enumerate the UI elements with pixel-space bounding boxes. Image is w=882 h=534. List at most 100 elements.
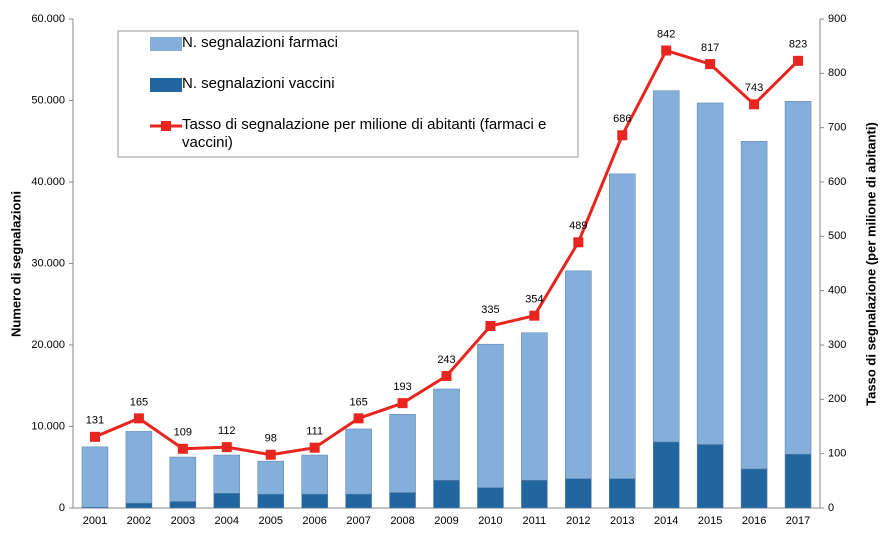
marker xyxy=(661,45,672,56)
bar xyxy=(125,431,153,504)
bar xyxy=(345,428,372,495)
x-tick-label: 2007 xyxy=(346,515,370,527)
bar xyxy=(565,270,592,479)
y2-tick-label: 300 xyxy=(828,339,846,351)
bar xyxy=(609,173,636,479)
x-tick-label: 2010 xyxy=(478,515,502,527)
data-label: 354 xyxy=(525,294,543,306)
legend-swatch xyxy=(150,78,182,92)
bar xyxy=(521,332,548,481)
data-label: 111 xyxy=(306,426,323,438)
bar xyxy=(81,446,109,508)
data-label: 165 xyxy=(130,396,148,408)
y2-tick-label: 900 xyxy=(828,13,846,25)
bar xyxy=(784,453,812,509)
bar xyxy=(389,414,416,493)
bar xyxy=(169,456,197,502)
marker xyxy=(705,59,716,70)
x-tick-label: 2003 xyxy=(171,515,195,527)
bar xyxy=(652,441,680,509)
data-label: 489 xyxy=(569,220,587,232)
bar xyxy=(609,478,636,509)
marker xyxy=(133,413,144,424)
legend-box xyxy=(117,30,579,158)
y-tick-label: 10.000 xyxy=(31,420,65,432)
legend-entry: N. segnalazioni farmaci xyxy=(182,34,338,51)
legend-swatch xyxy=(150,37,182,51)
x-tick-label: 2011 xyxy=(523,515,547,527)
marker xyxy=(397,398,408,409)
y-tick-label: 30.000 xyxy=(31,257,65,269)
data-label: 335 xyxy=(481,304,499,316)
bar xyxy=(433,388,460,481)
bar xyxy=(301,493,328,509)
legend-entry: N. segnalazioni vaccini xyxy=(182,75,335,92)
legend-label: N. segnalazioni vaccini xyxy=(182,75,335,92)
bar xyxy=(301,454,328,495)
y2-tick-label: 0 xyxy=(828,502,834,514)
bar xyxy=(477,487,504,509)
bar xyxy=(740,468,768,509)
x-tick-label: 2017 xyxy=(786,515,810,527)
data-label: 842 xyxy=(657,28,675,40)
y2-tick-label: 200 xyxy=(828,393,846,405)
x-tick-label: 2009 xyxy=(434,515,458,527)
bar xyxy=(565,478,592,509)
y-axis-title: Numero di segnalazioni xyxy=(8,191,23,337)
x-tick-label: 2014 xyxy=(654,515,678,527)
x-tick-label: 2002 xyxy=(127,515,151,527)
bar xyxy=(696,444,724,509)
y2-tick-label: 600 xyxy=(828,176,846,188)
x-tick-label: 2016 xyxy=(742,515,766,527)
x-tick-label: 2015 xyxy=(698,515,722,527)
bar xyxy=(652,90,680,443)
marker xyxy=(793,55,804,66)
bar xyxy=(257,493,284,509)
bar xyxy=(477,343,504,488)
bar xyxy=(433,480,460,509)
data-label: 817 xyxy=(701,42,719,54)
y-tick-label: 20.000 xyxy=(31,339,65,351)
marker xyxy=(309,442,320,453)
data-label: 243 xyxy=(437,354,455,366)
legend-marker xyxy=(161,121,171,131)
data-label: 193 xyxy=(393,381,411,393)
x-tick-label: 2008 xyxy=(390,515,414,527)
x-tick-label: 2006 xyxy=(302,515,326,527)
marker xyxy=(89,431,100,442)
data-label: 131 xyxy=(86,415,104,427)
data-label: 109 xyxy=(174,427,192,439)
x-tick-label: 2001 xyxy=(83,515,107,527)
marker xyxy=(573,237,584,248)
marker xyxy=(265,449,276,460)
bar xyxy=(696,102,724,445)
legend-label: N. segnalazioni farmaci xyxy=(182,34,338,51)
marker xyxy=(749,99,760,110)
bar xyxy=(389,492,416,509)
y-tick-label: 50.000 xyxy=(31,94,65,106)
y2-axis-title: Tasso di segnalazione (per milione di ab… xyxy=(863,122,878,406)
y2-tick-label: 700 xyxy=(828,122,846,134)
x-tick-label: 2013 xyxy=(610,515,634,527)
x-tick-label: 2004 xyxy=(215,515,239,527)
marker xyxy=(441,370,452,381)
data-label: 112 xyxy=(218,425,236,437)
bar xyxy=(257,460,284,495)
marker xyxy=(177,443,188,454)
bar xyxy=(125,502,153,509)
data-label: 743 xyxy=(745,82,763,94)
x-tick-label: 2005 xyxy=(258,515,282,527)
y-tick-label: 60.000 xyxy=(31,13,65,25)
bar xyxy=(345,493,372,509)
bar xyxy=(784,101,812,455)
x-tick-label: 2012 xyxy=(566,515,590,527)
bar xyxy=(169,501,197,509)
marker xyxy=(485,320,496,331)
data-label: 98 xyxy=(265,433,277,445)
y2-tick-label: 400 xyxy=(828,285,846,297)
bar xyxy=(740,141,768,470)
y-tick-label: 0 xyxy=(59,502,65,514)
y2-tick-label: 100 xyxy=(828,448,846,460)
data-label: 165 xyxy=(349,396,367,408)
